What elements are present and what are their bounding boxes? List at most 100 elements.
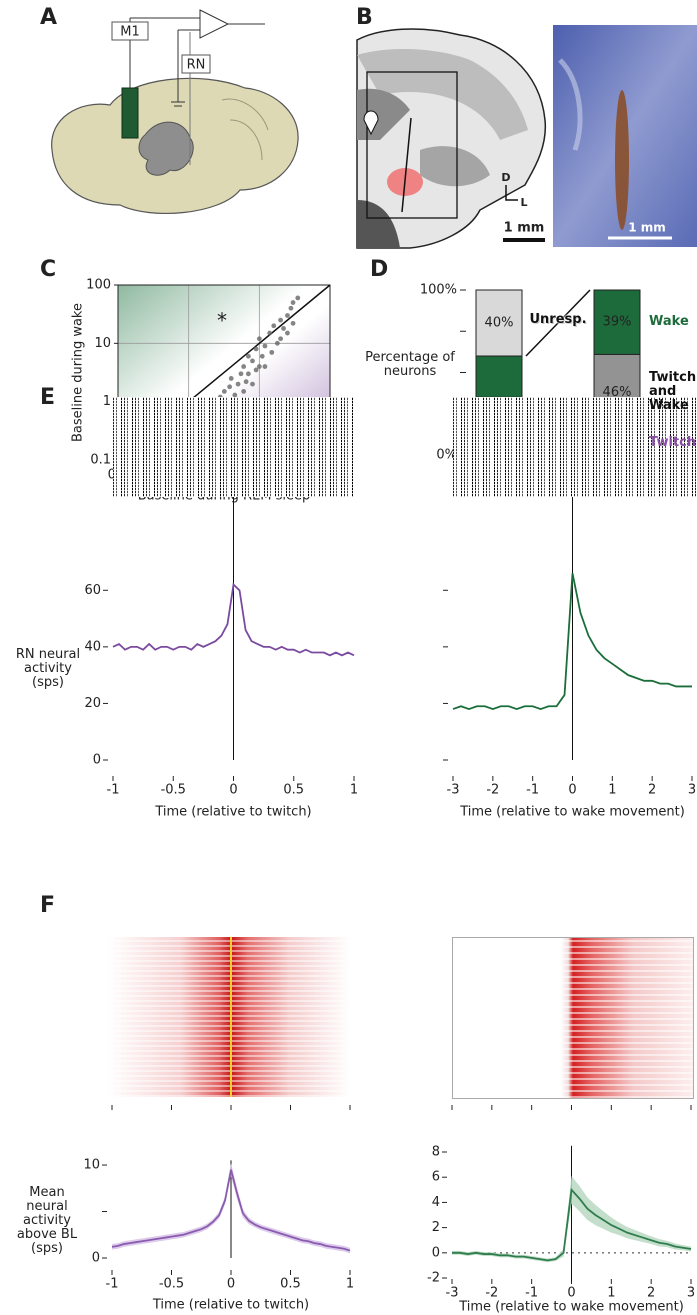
orientation-lateral: L [520, 196, 527, 209]
point [285, 330, 290, 336]
peak-trace [230, 937, 232, 1097]
spike-raster [113, 397, 354, 497]
point [238, 371, 244, 377]
panel-letter: A [40, 5, 57, 30]
point [278, 317, 284, 323]
x-tick-label: -1 [107, 783, 120, 798]
legend-label: Unresp. [529, 312, 587, 327]
y-tick-label: 100 [86, 278, 111, 293]
value-label: 40% [485, 316, 514, 331]
x-tick-label: 1 [608, 783, 616, 798]
value-label: 39% [603, 315, 632, 330]
x-tick-label: 2 [647, 1286, 655, 1301]
point [250, 358, 255, 364]
y-tick-label: 8 [432, 1145, 440, 1160]
point [262, 364, 268, 369]
x-tick-label: -3 [447, 783, 460, 798]
y-axis-label: Baseline during wake [71, 303, 86, 442]
x-axis-label: Time (relative to twitch) [152, 1298, 309, 1313]
brain-diagram: M1 RN [51, 9, 299, 214]
y-tick-label: 10 [94, 336, 111, 351]
point [256, 364, 262, 369]
x-tick-label: 0 [229, 783, 237, 798]
x-tick-label: 0.5 [280, 1277, 301, 1292]
bar-segment [475, 355, 523, 398]
x-tick-label: -2 [485, 1286, 498, 1301]
y-tick-label: 60 [84, 583, 101, 598]
annotation: * [217, 309, 227, 333]
point [259, 353, 265, 359]
y-axis-label: Percentage of neurons [365, 349, 455, 379]
y-tick-label: 2 [432, 1220, 440, 1235]
x-axis-label: Time (relative to wake movement) [458, 1300, 684, 1315]
legend-label: Twitch [649, 434, 697, 450]
y-tick-label: 0% [436, 448, 457, 463]
spike-raster [453, 397, 697, 497]
y-tick-label: 20 [84, 696, 101, 711]
histology-scale-label: 1 mm [628, 221, 666, 235]
point [227, 384, 233, 390]
y-tick-label: 0 [92, 1251, 100, 1266]
zoom-line [525, 289, 591, 357]
y-axis-label: Mean neural activity above BL (sps) [16, 1185, 78, 1256]
point [253, 367, 259, 373]
x-tick-label: -0.5 [161, 783, 186, 798]
bar-segment [593, 289, 641, 355]
x-tick-label: 1 [350, 783, 358, 798]
x-tick-label: 1 [346, 1277, 354, 1292]
line [112, 582, 355, 657]
panel-letter: F [40, 893, 55, 918]
point [262, 343, 268, 349]
point [256, 336, 262, 342]
point [243, 379, 249, 385]
point [228, 376, 234, 381]
y-tick-label: 10 [83, 1158, 100, 1173]
x-tick-label: 1 [607, 1286, 615, 1301]
x-tick-label: -2 [486, 783, 499, 798]
y-tick-label: -2 [427, 1271, 440, 1286]
section-diagram: D L 1 mm 1 mm [356, 25, 697, 249]
y-tick-label: 1 [103, 394, 111, 409]
heatmap [452, 937, 694, 1099]
point [267, 330, 273, 336]
y-tick-label: 0 [432, 1245, 440, 1260]
error-band [112, 1163, 350, 1254]
electrode-label: M1 [120, 25, 140, 40]
x-tick-label: 0 [568, 783, 576, 798]
point [241, 388, 247, 394]
point [271, 323, 277, 329]
point [288, 305, 294, 311]
point [281, 326, 286, 331]
point [250, 381, 255, 387]
panel-letter: E [40, 385, 55, 410]
panel-letter: D [370, 257, 388, 282]
point [269, 349, 275, 355]
line [452, 573, 692, 711]
point [290, 300, 296, 305]
x-axis-label: Time (relative to twitch) [154, 805, 311, 820]
point [274, 340, 280, 346]
point [295, 295, 301, 301]
y-tick-label: 40 [84, 639, 101, 654]
x-tick-label: -3 [446, 1286, 459, 1301]
panel-letter: B [356, 5, 373, 30]
point [285, 313, 290, 318]
x-tick-label: 0.5 [283, 783, 304, 798]
line [111, 1169, 351, 1252]
orientation-dorsal: D [501, 171, 510, 184]
point [232, 392, 238, 398]
x-tick-label: -1 [106, 1277, 119, 1292]
x-tick-label: -1 [526, 783, 539, 798]
x-tick-label: 2 [648, 783, 656, 798]
heatmap [108, 937, 350, 1097]
point [235, 381, 241, 387]
point [253, 346, 259, 352]
point [290, 320, 296, 326]
point [278, 336, 284, 342]
recording-label: RN [187, 58, 206, 73]
x-tick-label: 0 [567, 1286, 575, 1301]
legend-label: Wake [649, 314, 689, 330]
x-tick-label: 0 [227, 1277, 235, 1292]
